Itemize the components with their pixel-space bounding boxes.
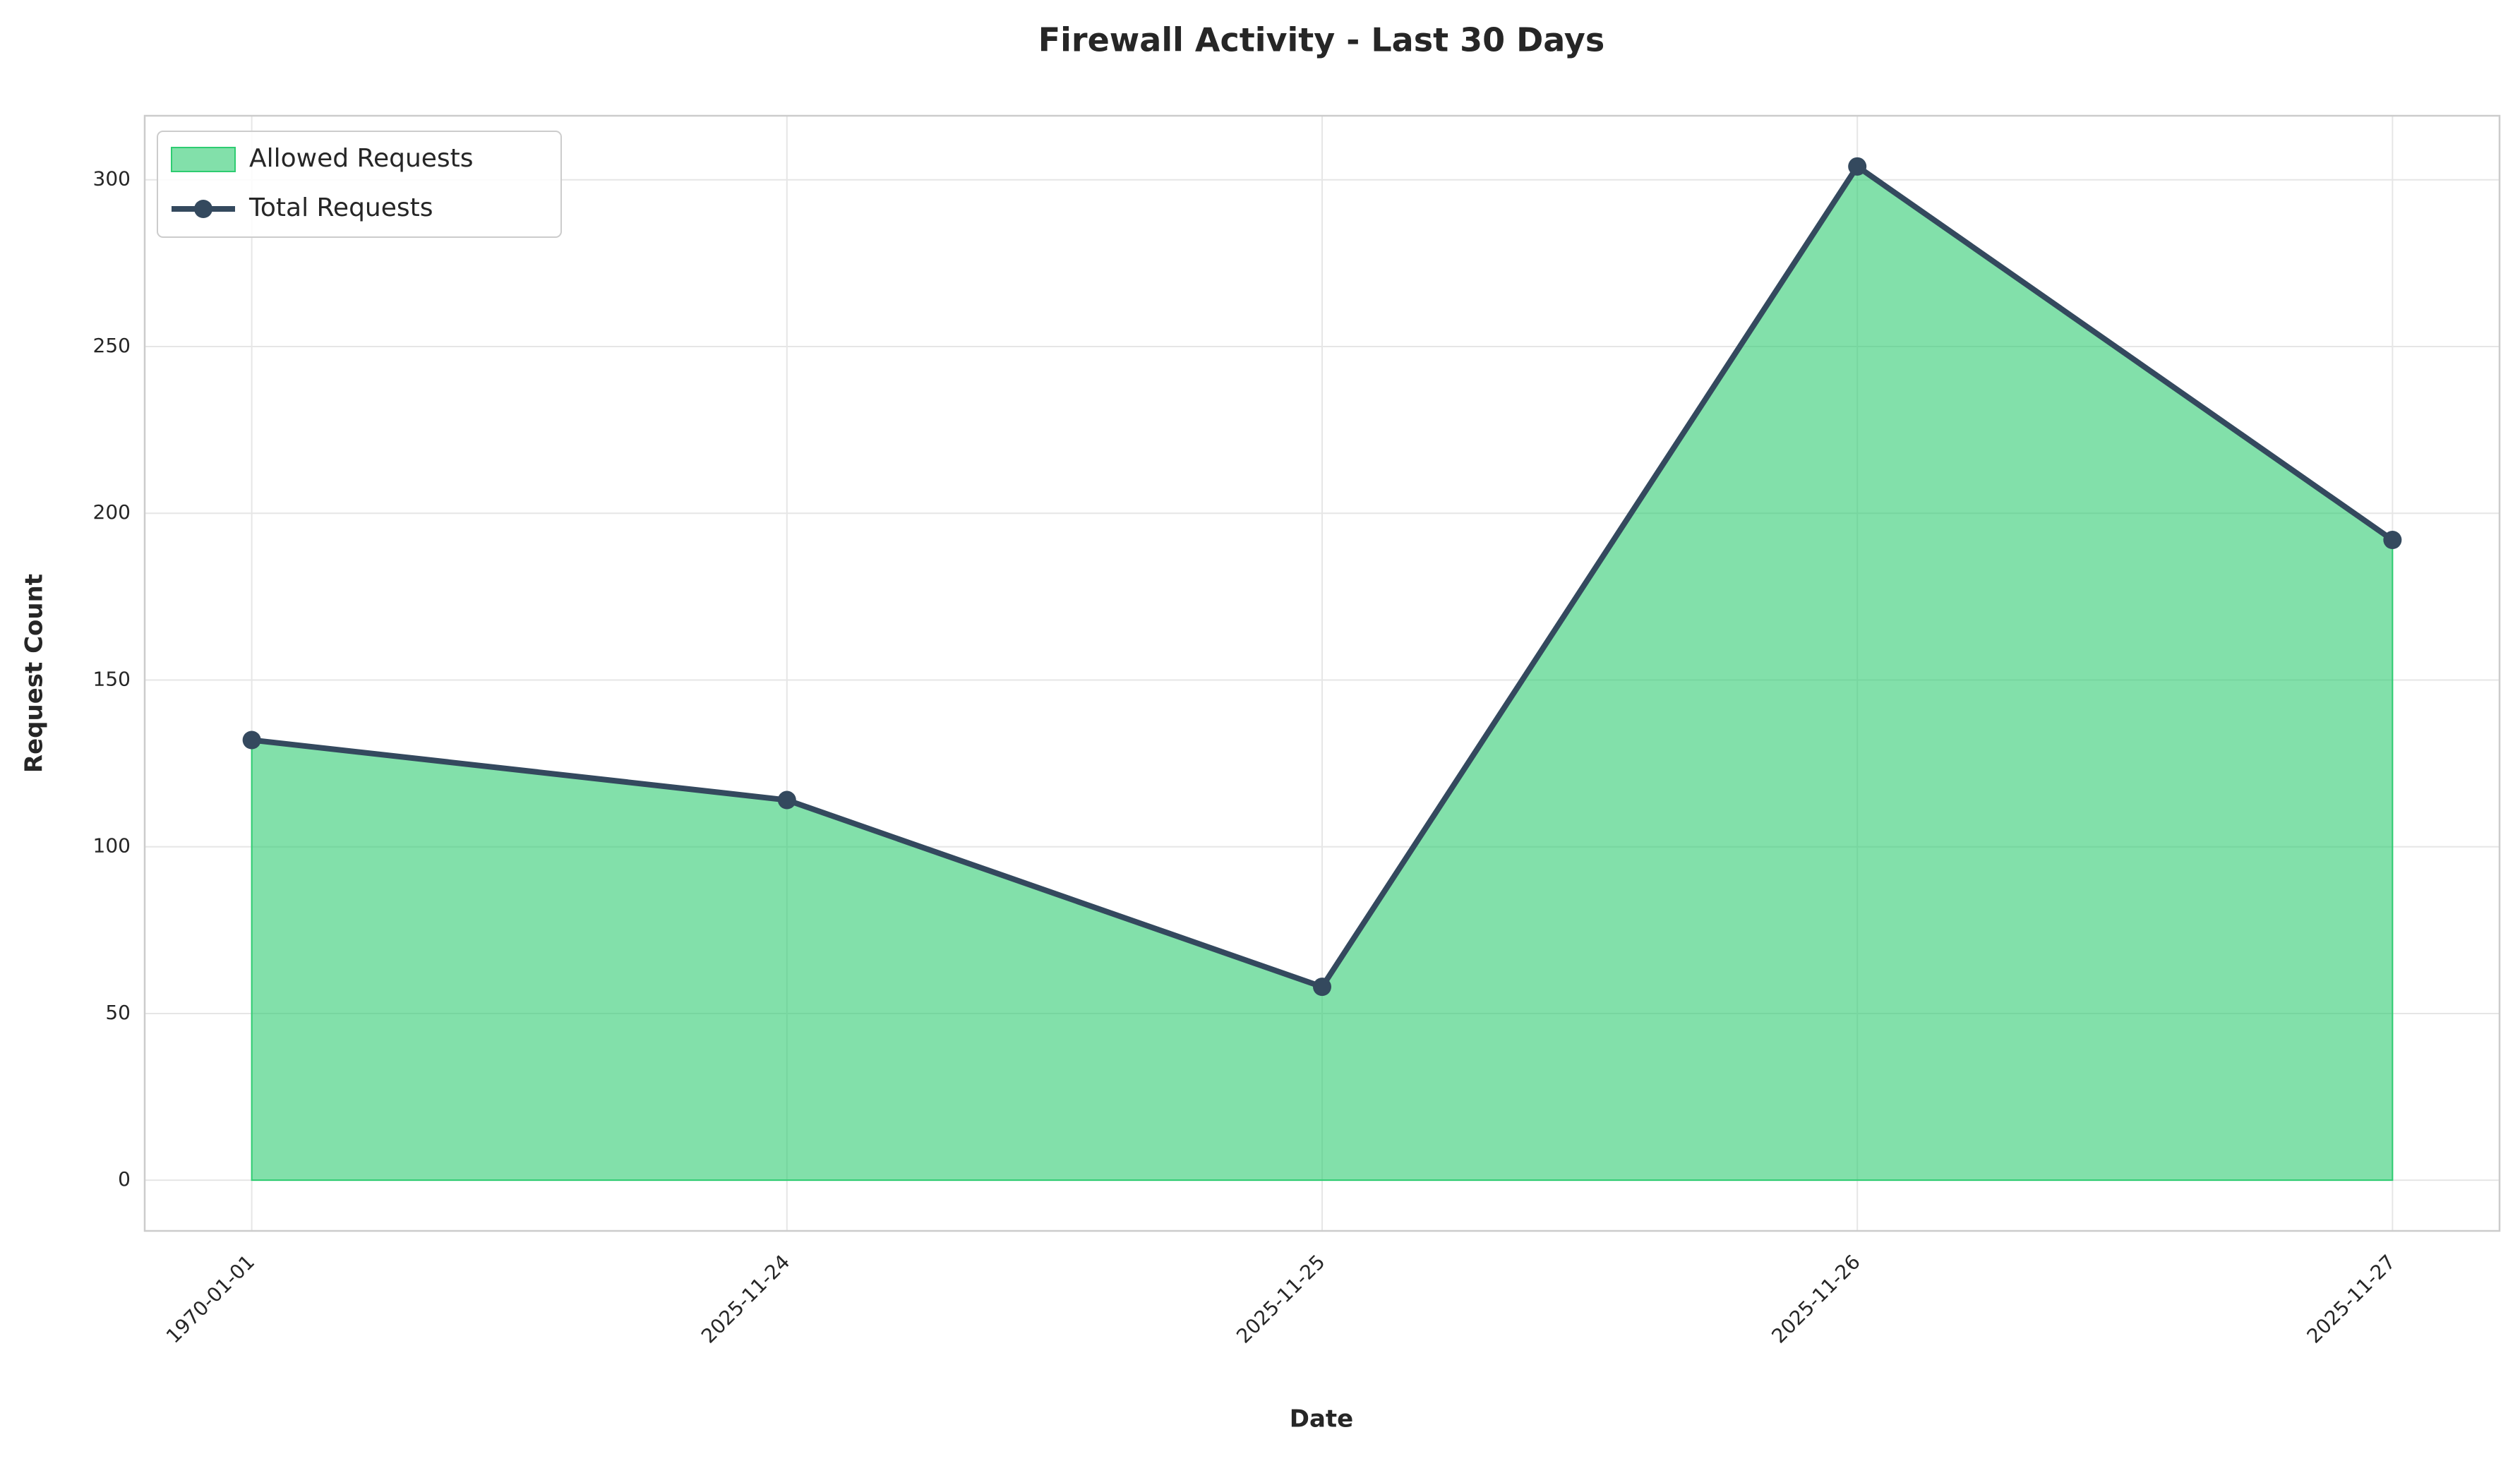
marker xyxy=(1313,978,1331,997)
y-tick-label: 50 xyxy=(105,1001,131,1024)
y-tick-label: 300 xyxy=(93,167,131,191)
marker xyxy=(2383,531,2402,550)
y-tick-label: 0 xyxy=(118,1167,131,1191)
marker xyxy=(1848,157,1867,176)
x-axis-label: Date xyxy=(1290,1405,1353,1433)
y-tick-label: 150 xyxy=(93,667,131,690)
legend-label: Total Requests xyxy=(248,193,433,222)
legend-swatch xyxy=(171,147,236,172)
y-axis-label: Request Count xyxy=(20,574,49,773)
legend-label: Allowed Requests xyxy=(249,144,474,173)
chart-title: Firewall Activity - Last 30 Days xyxy=(1038,21,1605,59)
y-tick-label: 200 xyxy=(93,500,131,524)
legend-marker xyxy=(194,200,212,218)
marker xyxy=(777,790,796,810)
y-tick-label: 100 xyxy=(93,834,131,858)
marker xyxy=(242,730,261,750)
legend-box xyxy=(157,131,562,238)
plot-frame xyxy=(143,114,2501,1232)
y-tick-label: 250 xyxy=(93,334,131,357)
